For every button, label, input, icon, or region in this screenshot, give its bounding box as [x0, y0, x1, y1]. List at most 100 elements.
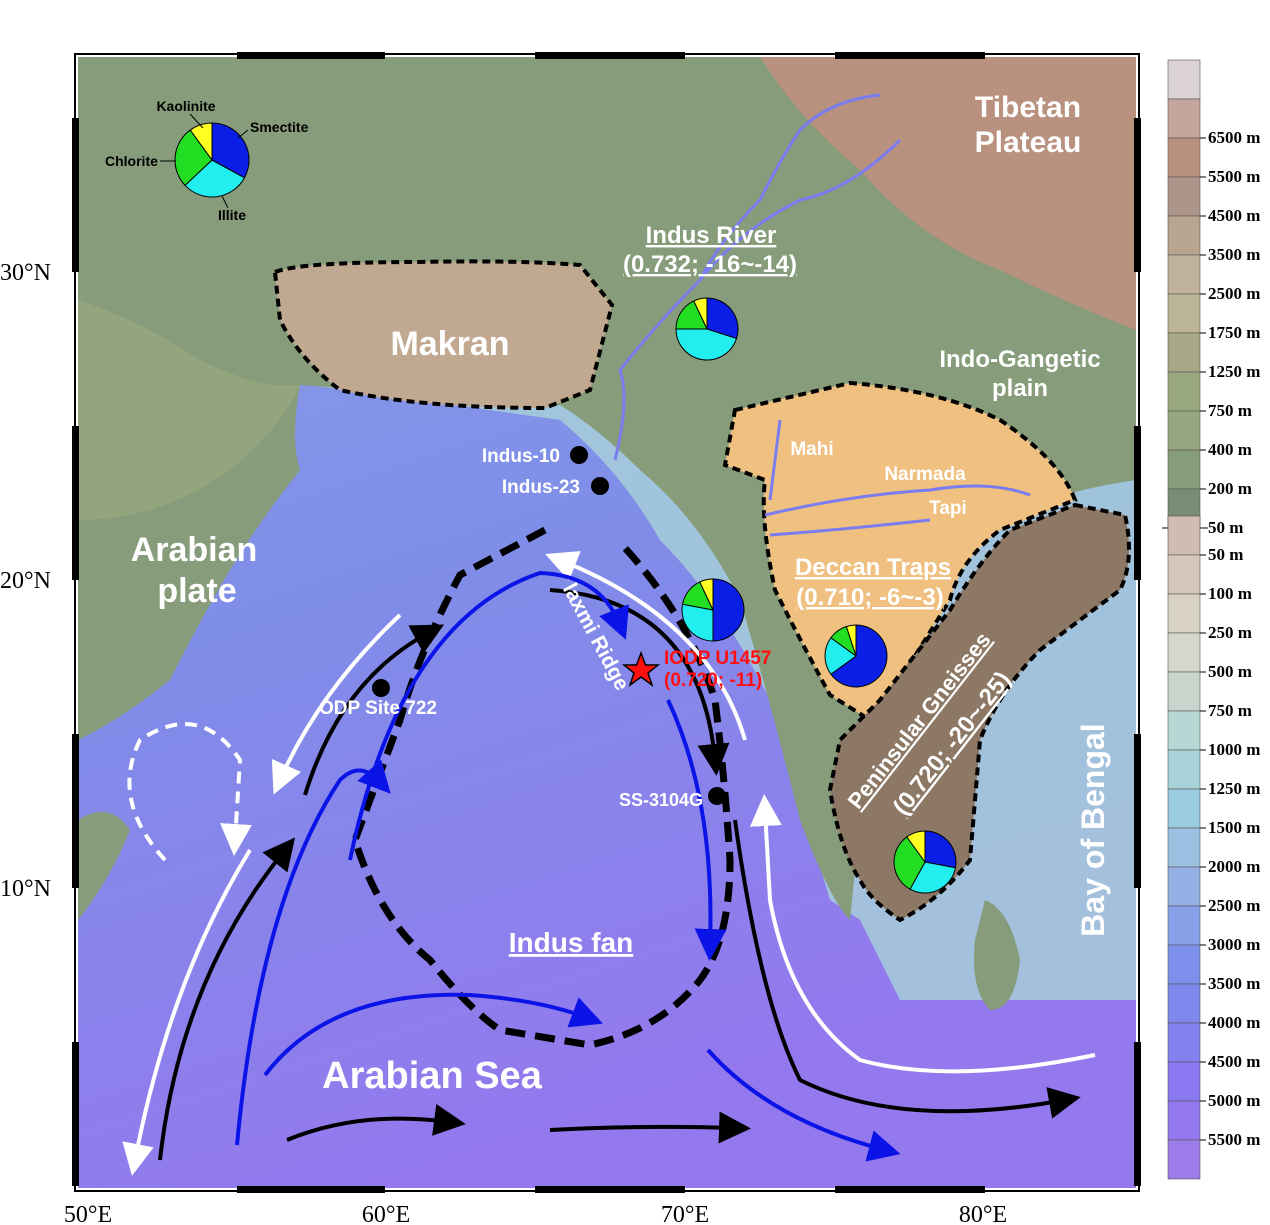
site-indus23-marker	[591, 477, 609, 495]
ss3104g-label: SS-3104G	[619, 790, 703, 810]
iodp-star-icon	[621, 650, 661, 687]
elevation-label: 200 m	[1208, 479, 1252, 498]
depth-label: 750 m	[1208, 701, 1252, 720]
elevation-label: 1250 m	[1208, 362, 1260, 381]
elevation-band	[1167, 332, 1201, 373]
lat-label-20: 20°N	[0, 568, 51, 594]
site-indus10-marker	[570, 446, 588, 464]
pie-slice-smectite	[712, 578, 745, 642]
arabian-plate-label-2: plate	[157, 572, 236, 610]
pie-slice-kaolinite	[845, 624, 857, 657]
depth-band	[1167, 1022, 1201, 1063]
depth-label: 3500 m	[1208, 974, 1260, 993]
depth-band	[1167, 710, 1201, 751]
pie-slice-smectite	[830, 624, 888, 688]
legend-kaolinite-label: Kaolinite	[156, 98, 215, 114]
elevation-band	[1167, 176, 1201, 217]
rivers	[613, 93, 1031, 537]
elevation-band	[1167, 215, 1201, 256]
depth-label: 2000 m	[1208, 857, 1260, 876]
makran-region	[272, 259, 615, 411]
current-arrow	[122, 848, 252, 1176]
lon-label-60: 60°E	[362, 1202, 410, 1225]
colorbar-legend: 6500 m 5500 m 4500 m 3500 m 2500 m 1750 m 1250…	[1162, 59, 1260, 1180]
depth-label: 4000 m	[1208, 1013, 1260, 1032]
pie-peninsular-gneisses	[893, 830, 957, 894]
depth-label: 1000 m	[1208, 740, 1260, 759]
elevation-band	[1167, 410, 1201, 451]
depth-band	[1167, 632, 1201, 673]
indo-gangetic-label-2: plain	[992, 375, 1048, 402]
elevation-band	[1167, 293, 1201, 334]
depth-band	[1167, 1061, 1201, 1102]
odv-watermark: Ocean Data View	[1143, 1088, 1158, 1185]
current-arrow	[235, 759, 391, 1146]
pie-slice-illite	[675, 328, 738, 361]
current-arrow	[286, 1104, 466, 1142]
indus-fan-label: Indus fan	[509, 927, 633, 958]
pie-slice-illite	[824, 637, 857, 675]
lon-label-50: 50°E	[64, 1202, 112, 1225]
elevation-band	[1167, 98, 1201, 139]
indus-river-label: Indus River	[646, 222, 777, 249]
legend-chlorite-label: Chlorite	[105, 153, 158, 169]
depth-label: 250 m	[1208, 623, 1252, 642]
current-arrow	[666, 699, 727, 961]
indo-gangetic-label-1: Indo-Gangetic	[939, 346, 1100, 373]
depth-label: 3000 m	[1208, 935, 1260, 954]
deccan-traps-region	[722, 380, 1078, 723]
pie-slice-illite	[184, 159, 246, 198]
currents	[122, 551, 1096, 1176]
elevation-band	[1167, 59, 1201, 100]
africa-land	[78, 812, 130, 920]
pie-slice-smectite	[924, 830, 957, 869]
depth-band	[1167, 788, 1201, 829]
sri-lanka	[974, 900, 1020, 1010]
peninsular-gneisses-region	[827, 502, 1131, 923]
tapi-river-line	[769, 518, 931, 537]
pie-slice-chlorite	[174, 129, 213, 187]
depth-label: 1500 m	[1208, 818, 1260, 837]
eddy-arrow	[127, 722, 252, 862]
mahi-river-line	[768, 419, 782, 501]
depth-label: 4500 m	[1208, 1052, 1260, 1071]
current-arrow	[303, 624, 445, 796]
pie-deccan-traps	[824, 624, 888, 688]
site-odp722-marker	[372, 679, 390, 697]
iodp-label: IODP U1457	[664, 648, 771, 669]
odp722-label: ODP Site 722	[319, 698, 437, 719]
depth-label: 100 m	[1208, 584, 1252, 603]
pie-slice-kaolinite	[693, 297, 708, 330]
lat-label-10: 10°N	[0, 876, 51, 902]
depth-band	[1167, 515, 1201, 556]
elevation-label: 2500 m	[1208, 284, 1260, 303]
elevation-label: 750 m	[1208, 401, 1252, 420]
depth-label: 5500 m	[1208, 1130, 1260, 1149]
tibet-label-2: Plateau	[975, 126, 1082, 159]
elevation-label: 5500 m	[1208, 167, 1260, 186]
depth-label: 5000 m	[1208, 1091, 1260, 1110]
depth-band	[1167, 1100, 1201, 1141]
depth-band	[1167, 554, 1201, 595]
tapi-label: Tapi	[929, 498, 967, 519]
mahi-label: Mahi	[790, 439, 833, 460]
elevation-label: 4500 m	[1208, 206, 1260, 225]
iodp-values: (0.720; -11)	[664, 670, 762, 691]
tibet-highland	[760, 57, 1136, 330]
deccan-traps-label: Deccan Traps	[795, 554, 951, 581]
current-arrow	[549, 588, 730, 776]
elevation-band	[1167, 137, 1201, 178]
depth-label: 50 m	[1208, 545, 1243, 564]
elevation-label: 6500 m	[1208, 128, 1260, 147]
depth-band	[1167, 671, 1201, 712]
elevation-label: 3500 m	[1208, 245, 1260, 264]
pie-slice-smectite	[706, 297, 739, 340]
depth-band	[1167, 905, 1201, 946]
current-arrow	[733, 819, 1081, 1119]
site-ss3104g-marker	[708, 787, 726, 805]
depth-label: 2500 m	[1208, 896, 1260, 915]
elevation-label: 400 m	[1208, 440, 1252, 459]
elevation-band	[1167, 254, 1201, 295]
depth-band	[1167, 749, 1201, 790]
